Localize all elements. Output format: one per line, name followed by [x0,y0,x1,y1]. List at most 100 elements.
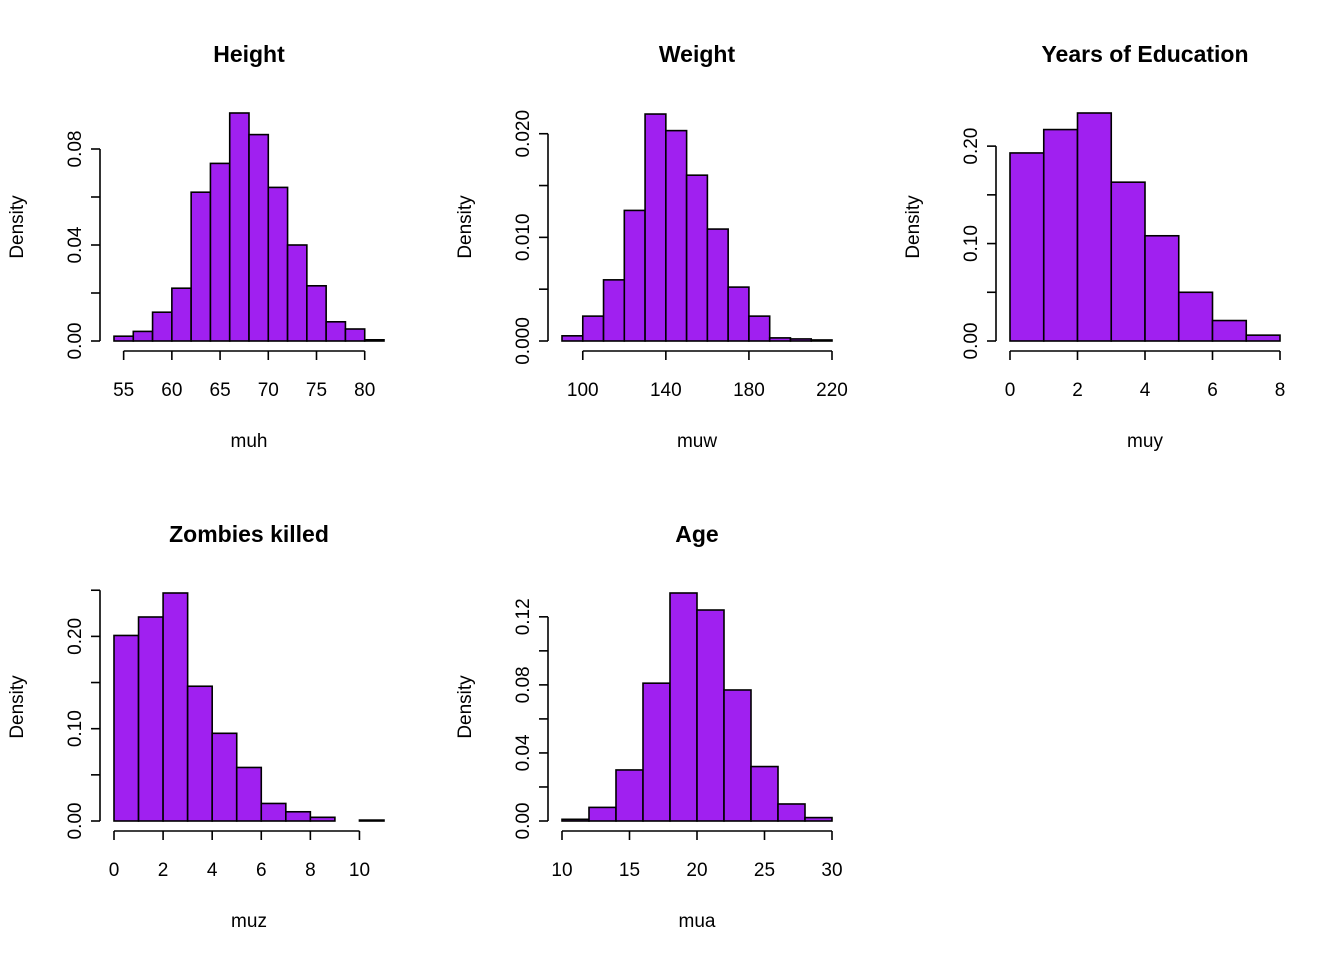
x-tick-label: 20 [686,860,707,881]
bars [1009,112,1281,342]
x-axis-label: muy [1127,431,1163,452]
histogram-bar [186,685,213,822]
x-tick-label: 2 [158,860,169,881]
histogram-bar [561,335,584,342]
histogram-bar [561,818,590,822]
panel-title: Age [675,521,718,547]
histogram-bar [696,609,725,822]
histogram-bar [137,616,164,822]
histogram-bar [588,806,617,822]
x-tick-label: 55 [113,380,134,401]
panel-height: Height Density muh 0.00 0.04 0.08 55 60 65 70… [7,41,385,452]
x-tick-label: 65 [210,380,231,401]
y-axis-label: Density [455,195,476,259]
histogram-bar [768,337,792,342]
x-tick-label: 100 [567,380,599,401]
x-axis: 0 2 4 6 8 [1005,350,1286,401]
y-tick-label: 0.08 [513,666,534,703]
x-tick-label: 70 [258,380,279,401]
histogram-bar [623,209,646,342]
y-tick-label: 0.10 [65,710,86,747]
x-tick-label: 4 [207,860,218,881]
bars [561,113,833,342]
x-tick-label: 80 [354,380,375,401]
histogram-bar [789,338,813,342]
y-tick-label: 0.20 [961,128,982,165]
histogram-bar [162,592,189,822]
x-tick-label: 220 [816,380,848,401]
histogram-bar [581,315,605,342]
x-axis-label: muh [231,431,268,452]
histogram-bar [306,284,327,342]
x-axis-label: mua [679,911,716,932]
histogram-bar [644,113,667,342]
histogram-bar [1110,181,1146,342]
panel-title: Years of Education [1041,41,1248,67]
y-axis: 0.00 0.04 0.08 0.12 [513,598,549,839]
histogram-bar [1076,112,1113,342]
histogram-bar [1144,234,1180,342]
y-tick-label: 0.10 [961,225,982,262]
x-tick-label: 8 [1275,380,1286,401]
histogram-bar [777,803,806,822]
histogram-bar [209,162,231,342]
x-tick-label: 180 [733,380,765,401]
histogram-bar [669,592,698,822]
histogram-bar [260,802,287,822]
y-tick-label: 0.00 [65,803,86,840]
y-tick-label: 0.20 [65,618,86,655]
panel-weight: Weight Density muw 0.000 0.010 0.020 100 14… [455,41,848,452]
y-tick-label: 0.020 [513,110,534,158]
histogram-bar [642,682,671,822]
histogram-bar [228,112,250,342]
histogram-bar [267,186,289,342]
histogram-bar [1211,319,1248,342]
panel-title: Weight [659,41,736,67]
histogram-bar [665,129,688,342]
x-tick-label: 30 [821,860,842,881]
histogram-bar [190,191,212,342]
x-axis-label: muw [677,431,717,452]
y-axis-label: Density [7,675,28,739]
x-axis: 0 2 4 6 8 10 [109,830,370,881]
y-tick-label: 0.000 [513,317,534,365]
histogram-bar [285,810,312,822]
x-tick-label: 75 [306,380,327,401]
histogram-bar [363,338,385,342]
histogram-bar [748,315,771,342]
histogram-bar [602,279,626,342]
y-axis-label: Density [7,195,28,259]
histogram-bar [325,320,347,342]
panel-title: Height [213,41,285,67]
y-tick-label: 0.00 [961,323,982,360]
y-tick-label: 0.04 [513,734,534,771]
y-tick-label: 0.00 [65,323,86,360]
histogram-bar [1177,291,1214,342]
histogram-bar [1042,128,1079,342]
histogram-bar [685,174,709,342]
bars [113,592,385,822]
histogram-bar [1245,334,1281,342]
y-axis-label: Density [903,195,924,259]
y-tick-label: 0.04 [65,226,86,263]
x-tick-label: 60 [161,380,182,401]
x-tick-label: 6 [256,860,267,881]
x-axis: 55 60 65 70 75 80 [113,350,375,401]
x-tick-label: 6 [1207,380,1218,401]
histogram-bar [615,769,644,822]
y-axis: 0.00 0.10 0.20 [961,128,997,360]
bars [561,592,833,822]
histogram-bar [727,286,750,342]
histogram-bar [1009,152,1045,342]
x-axis-label: muz [231,911,267,932]
x-tick-label: 10 [551,860,572,881]
x-axis: 10 15 20 25 30 [551,830,843,881]
x-tick-label: 0 [1005,380,1016,401]
histogram-bar [804,816,833,822]
x-tick-label: 140 [650,380,682,401]
histogram-bar [750,765,779,822]
histogram-bar [235,766,263,822]
x-tick-label: 4 [1140,380,1151,401]
x-tick-label: 15 [619,860,640,881]
histogram-bar [309,816,336,822]
